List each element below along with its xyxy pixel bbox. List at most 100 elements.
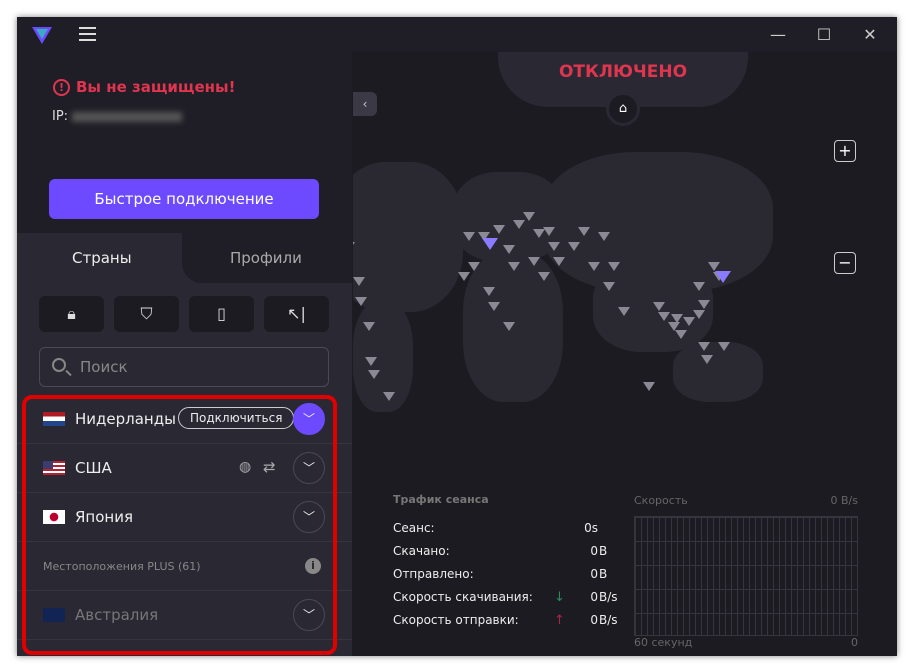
server-marker[interactable] (568, 242, 580, 251)
hamburger-icon[interactable] (79, 27, 96, 41)
country-row-australia[interactable]: Австралия ﹀ (17, 591, 352, 640)
minimize-button[interactable]: — (770, 25, 786, 44)
connect-button[interactable]: Подключиться (178, 407, 295, 429)
server-marker[interactable] (508, 262, 520, 271)
server-marker[interactable] (365, 357, 377, 366)
server-marker[interactable] (693, 310, 705, 319)
server-marker[interactable] (353, 277, 365, 286)
traffic-label: Скачано: (393, 544, 450, 558)
server-marker[interactable] (383, 392, 395, 401)
collapse-sidebar-icon[interactable]: ‹ (353, 92, 377, 116)
info-icon[interactable]: i (305, 558, 321, 574)
server-marker[interactable] (355, 297, 367, 306)
upload-arrow-icon: ↑ (554, 613, 565, 628)
server-marker[interactable] (668, 322, 680, 331)
server-marker[interactable] (643, 382, 655, 391)
server-marker[interactable] (708, 262, 720, 271)
server-marker[interactable] (353, 242, 355, 251)
quick-connect-button[interactable]: Быстрое подключение (49, 179, 319, 219)
server-marker[interactable] (698, 300, 710, 309)
traffic-unit: B/s (599, 613, 618, 627)
home-icon[interactable]: ⌂ (606, 92, 640, 126)
server-marker-selected[interactable] (715, 271, 731, 283)
lock-icon[interactable]: 🔒︎ (39, 296, 104, 332)
country-name: Австралия (75, 606, 159, 624)
connection-status-text: ОТКЛЮЧЕНО (558, 62, 688, 82)
tab-profiles[interactable]: Профили (230, 249, 302, 267)
flag-jp-icon (43, 510, 65, 524)
sidebar: ! Вы не защищены! IP: Быстрое подключение… (17, 52, 352, 656)
server-marker[interactable] (488, 302, 500, 311)
server-marker[interactable] (478, 232, 490, 241)
ip-label: IP: (52, 109, 69, 124)
titlebar: — ☐ ✕ (17, 17, 897, 52)
server-marker[interactable] (528, 257, 540, 266)
server-marker[interactable] (463, 232, 475, 241)
ip-address: IP: (52, 109, 183, 124)
zoom-in-button[interactable]: + (834, 140, 856, 162)
server-marker[interactable] (468, 262, 480, 271)
server-marker[interactable] (598, 232, 610, 241)
graph-x-label: 60 секунд (634, 636, 693, 649)
server-marker[interactable] (538, 272, 550, 281)
chevron-down-icon[interactable]: ﹀ (293, 599, 325, 631)
server-marker[interactable] (588, 262, 600, 271)
traffic-value: 0 (590, 567, 598, 581)
close-button[interactable]: ✕ (863, 25, 877, 44)
server-marker[interactable] (513, 220, 525, 229)
traffic-unit: B (599, 544, 608, 558)
shield-icon[interactable]: ⛉ (114, 296, 179, 332)
ip-value-blurred (72, 111, 183, 122)
server-marker[interactable] (548, 242, 560, 251)
search-input[interactable]: Поиск (39, 347, 329, 387)
server-marker[interactable] (368, 370, 380, 379)
server-marker[interactable] (533, 229, 545, 238)
search-icon (52, 358, 66, 372)
server-marker[interactable] (493, 225, 505, 234)
traffic-unit: B/s (599, 590, 618, 604)
server-marker[interactable] (458, 272, 470, 281)
server-marker[interactable] (503, 245, 515, 254)
server-marker[interactable] (608, 262, 620, 271)
server-marker[interactable] (693, 282, 705, 291)
traffic-unit: B (599, 567, 608, 581)
server-marker[interactable] (698, 342, 710, 351)
server-marker[interactable] (553, 257, 565, 266)
server-marker[interactable] (483, 287, 495, 296)
server-marker[interactable] (578, 227, 590, 236)
country-row-usa[interactable]: США ◍ ⇄ ﹀ (17, 444, 352, 493)
country-row-netherlands[interactable]: Нидерланды Подключиться ﹀ (17, 395, 352, 444)
server-marker[interactable] (701, 355, 713, 364)
speed-graph (634, 516, 858, 636)
plus-section-label: Местоположения PLUS (61) (43, 559, 201, 573)
country-name: Япония (75, 508, 133, 526)
server-marker[interactable] (523, 212, 535, 221)
split-tunnel-icon[interactable]: ↖| (264, 296, 329, 332)
server-marker[interactable] (718, 342, 730, 351)
tab-countries[interactable]: Страны (72, 249, 132, 267)
server-marker[interactable] (503, 322, 515, 331)
server-marker-selected[interactable] (482, 238, 498, 250)
server-marker[interactable] (653, 302, 665, 311)
traffic-label: Скорость отправки: (393, 613, 519, 627)
chevron-down-icon[interactable]: ﹀ (293, 501, 325, 533)
server-marker[interactable] (658, 312, 670, 321)
server-marker[interactable] (683, 317, 695, 326)
chevron-down-icon[interactable]: ﹀ (293, 452, 325, 484)
flag-au-icon (43, 608, 65, 622)
secure-core-icon[interactable]: ▯ (189, 296, 254, 332)
chevron-down-icon[interactable]: ﹀ (293, 403, 325, 435)
world-map[interactable]: ОТКЛЮЧЕНО ⌂ ‹ + − Трафик сеанса Сеанс: 0s… (353, 52, 897, 656)
flag-us-icon (43, 461, 65, 475)
server-marker[interactable] (603, 282, 615, 291)
maximize-button[interactable]: ☐ (816, 25, 832, 44)
server-marker[interactable] (363, 322, 375, 331)
country-row-japan[interactable]: Япония ﹀ (17, 493, 352, 542)
server-marker[interactable] (675, 330, 687, 339)
traffic-value: 0 (590, 613, 598, 627)
zoom-out-button[interactable]: − (834, 252, 856, 274)
server-marker[interactable] (543, 227, 555, 236)
plus-locations-header: Местоположения PLUS (61) i (17, 542, 352, 591)
server-marker[interactable] (618, 307, 630, 316)
server-marker[interactable] (671, 314, 683, 323)
